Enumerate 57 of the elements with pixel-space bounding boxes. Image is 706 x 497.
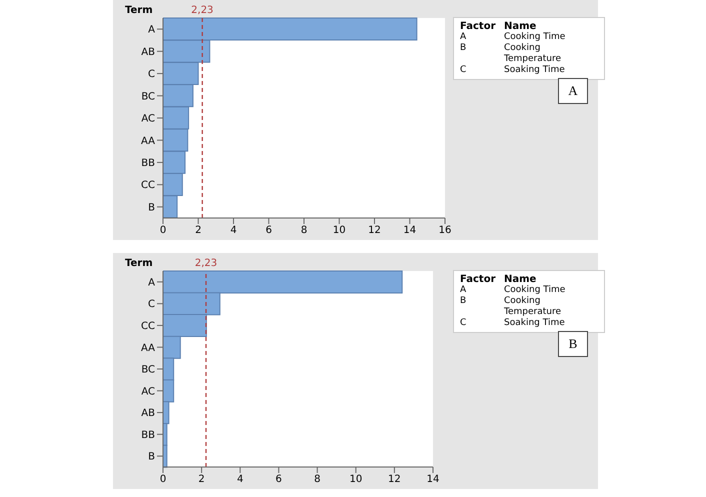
y-tick-label: AB [141,46,156,58]
text: C [460,65,468,76]
text: A [558,78,588,104]
text: A [460,285,468,296]
x-tick-label: 0 [160,474,166,486]
y-tick-label: AA [141,342,156,354]
text: Cooking Temperature [504,43,562,65]
x-tick-label: 14 [403,225,416,236]
y-tick-label: BB [141,430,156,441]
text: Cooking Time [504,285,566,296]
y-tick-label: C [148,299,156,310]
y-tick-label: CC [141,320,156,332]
y-tick-label: BC [141,91,156,102]
y-tick-label: AA [141,136,156,147]
y-tick-label: A [148,24,156,36]
x-tick-label: 12 [388,474,401,486]
y-tick-label: AC [141,114,156,125]
text: B [460,296,468,308]
text: Name [504,21,538,32]
text: Factor [460,274,497,285]
y-tick-label: B [148,202,156,214]
x-tick-label: 0 [160,225,166,236]
x-tick-label: 6 [276,474,282,486]
x-tick-label: 2 [198,474,205,486]
text: Cooking Time [504,32,566,43]
y-tick-label: CC [141,180,156,192]
x-tick-label: 2 [195,225,202,236]
x-tick-label: 4 [230,225,237,236]
y-axis-title: Term [125,258,153,269]
x-tick-label: 10 [349,474,362,486]
x-tick-label: 10 [332,225,346,236]
text: C [460,318,468,329]
y-tick-label: AB [141,408,156,420]
text: Soaking Time [504,318,566,329]
text: Name [504,274,538,285]
x-tick-label: 16 [438,225,452,236]
text: B [460,43,468,55]
y-tick-label: BB [141,158,156,169]
y-axis-title: Term [125,5,153,16]
x-tick-label: 8 [300,225,308,236]
text: Cooking Temperature [504,296,562,318]
text: B [558,331,588,357]
ref-line-label: 2,23 [194,258,218,269]
x-tick-label: 8 [314,474,320,486]
y-tick-label: A [148,277,156,288]
x-tick-label: 12 [368,225,381,236]
y-tick-label: B [148,452,156,463]
ref-line-label: 2,23 [191,5,214,16]
y-tick-label: AC [141,386,156,398]
x-tick-label: 4 [236,474,244,486]
x-tick-label: 14 [426,474,440,486]
y-tick-label: C [148,69,156,80]
text: Factor [460,21,497,32]
text: Soaking Time [504,65,566,76]
text: A [460,32,468,43]
x-tick-label: 6 [266,225,272,236]
y-tick-label: BC [141,364,156,376]
